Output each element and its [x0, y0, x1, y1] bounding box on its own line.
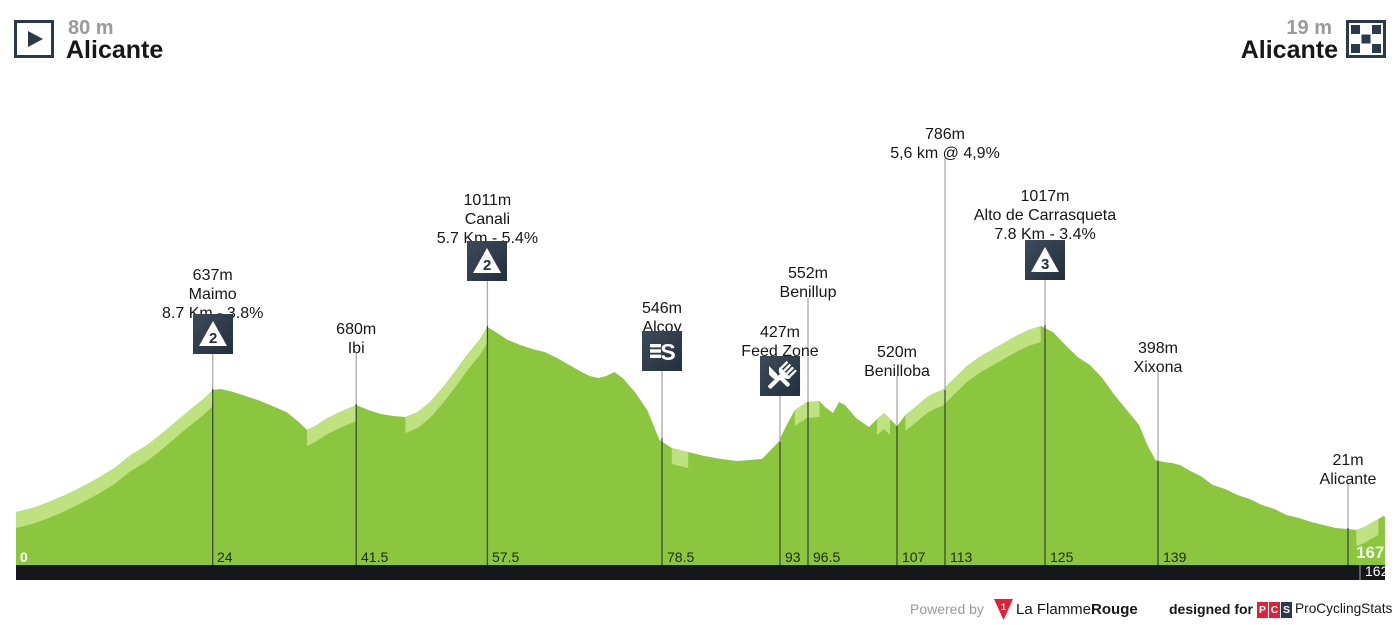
svg-text:125: 125	[1050, 549, 1074, 565]
svg-text:2: 2	[209, 330, 217, 347]
svg-text:96.5: 96.5	[813, 549, 840, 565]
svg-text:93: 93	[785, 549, 801, 565]
svg-text:78.5: 78.5	[667, 549, 694, 565]
svg-text:107: 107	[902, 549, 926, 565]
svg-text:41.5: 41.5	[361, 549, 388, 565]
svg-text:113: 113	[950, 549, 973, 565]
svg-text:0: 0	[20, 549, 28, 565]
svg-text:2: 2	[483, 257, 491, 274]
svg-text:57.5: 57.5	[492, 549, 519, 565]
svg-text:1: 1	[1001, 602, 1006, 612]
svg-text:3: 3	[1041, 256, 1049, 273]
svg-text:167: 167	[1356, 543, 1384, 562]
svg-text:139: 139	[1163, 549, 1187, 565]
svg-text:24: 24	[217, 549, 233, 565]
svg-text:S: S	[660, 339, 675, 365]
svg-text:162: 162	[1365, 563, 1389, 579]
